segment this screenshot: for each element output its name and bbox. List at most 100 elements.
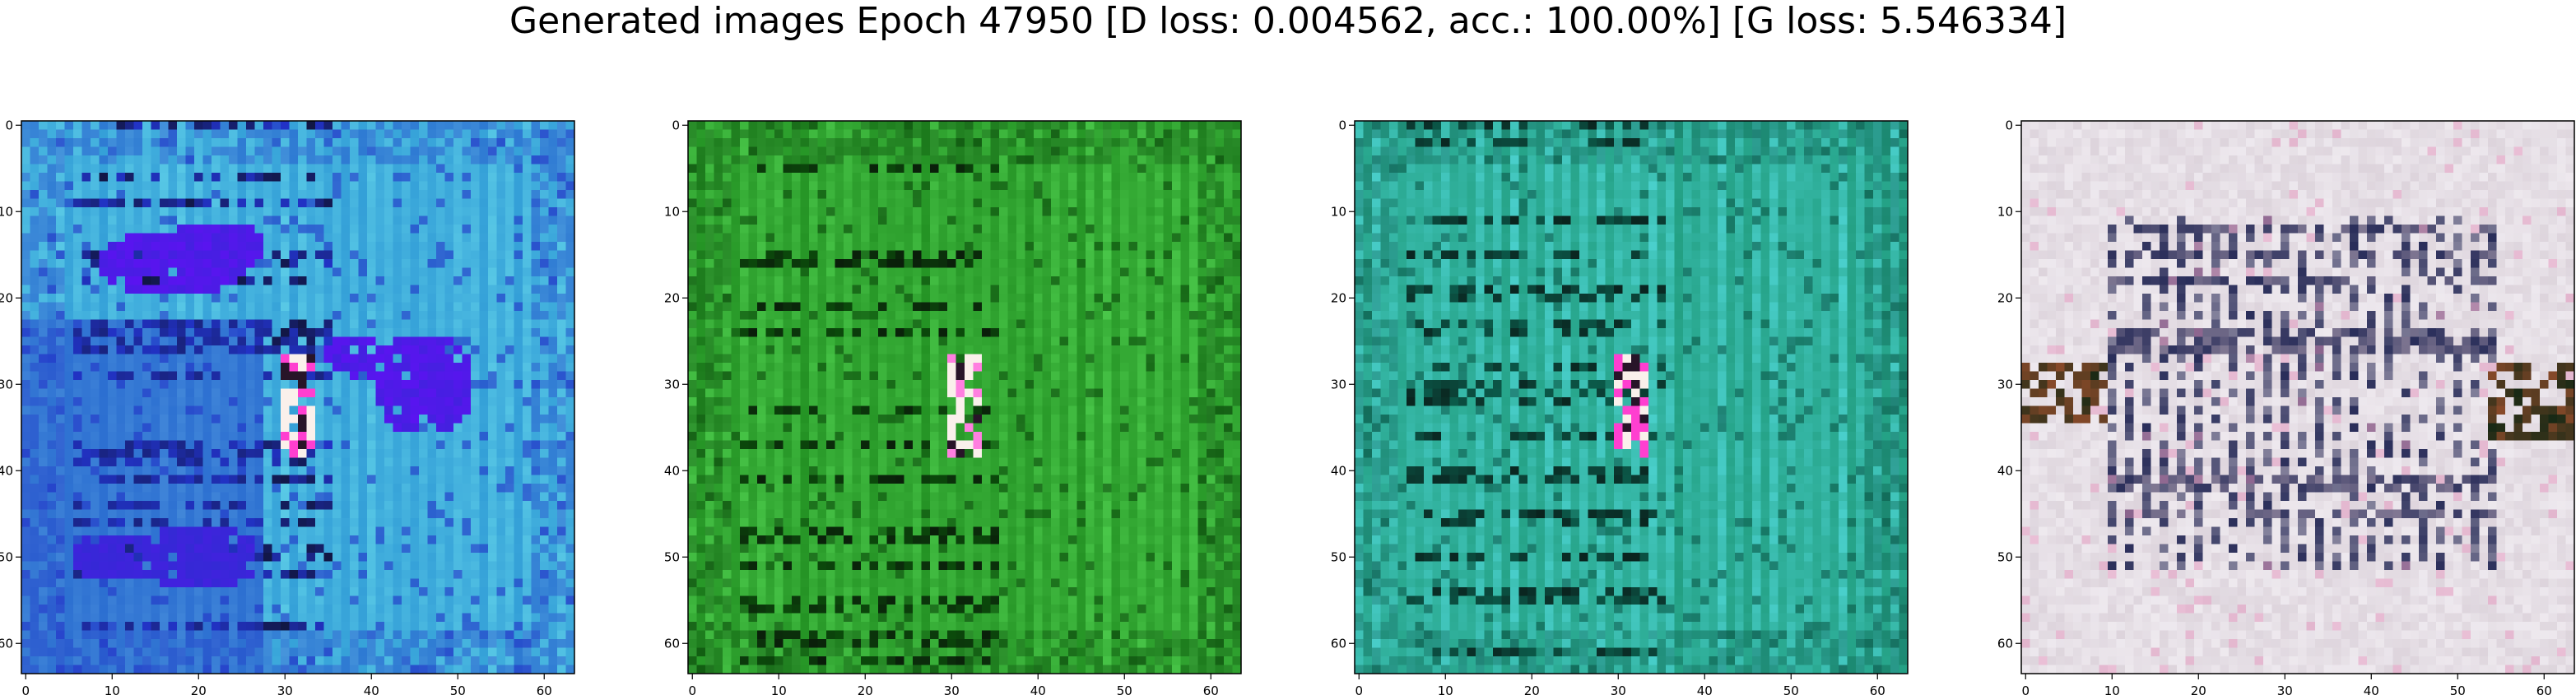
- image-pixel: [479, 173, 489, 182]
- image-pixel: [81, 354, 91, 364]
- image-pixel: [548, 267, 558, 277]
- image-pixel: [263, 553, 272, 562]
- image-pixel: [142, 259, 151, 268]
- image-pixel: [30, 363, 40, 372]
- image-pixel: [202, 466, 212, 475]
- image-pixel: [298, 595, 307, 605]
- image-pixel: [39, 553, 48, 562]
- image-pixel: [133, 363, 143, 372]
- image-pixel: [81, 449, 91, 458]
- image-pixel: [714, 173, 723, 182]
- image-pixel: [220, 267, 230, 277]
- image-pixel: [471, 622, 480, 631]
- image-pixel: [39, 492, 48, 502]
- image-pixel: [168, 311, 178, 320]
- image-pixel: [73, 501, 82, 510]
- image-pixel: [47, 613, 57, 623]
- image-pixel: [177, 371, 186, 381]
- image-pixel: [289, 380, 299, 389]
- image-pixel: [514, 544, 523, 554]
- image-pixel: [453, 613, 463, 623]
- image-pixel: [1137, 225, 1146, 234]
- image-pixel: [332, 405, 342, 415]
- image-pixel: [496, 267, 506, 277]
- image-pixel: [1172, 207, 1181, 216]
- image-pixel: [341, 526, 351, 536]
- image-pixel: [237, 129, 247, 139]
- image-pixel: [177, 155, 186, 164]
- image-pixel: [488, 509, 497, 519]
- image-pixel: [177, 423, 186, 433]
- image-pixel: [990, 173, 1000, 182]
- image-pixel: [1163, 198, 1173, 208]
- image-pixel: [47, 553, 57, 562]
- image-pixel: [419, 622, 428, 631]
- image-pixel: [453, 380, 463, 389]
- image-pixel: [358, 553, 368, 562]
- image-pixel: [21, 440, 30, 450]
- image-pixel: [861, 198, 870, 208]
- image-pixel: [323, 345, 333, 354]
- image-pixel: [1146, 190, 1155, 199]
- image-pixel: [358, 336, 368, 346]
- image-pixel: [220, 665, 230, 674]
- image-pixel: [212, 492, 221, 502]
- image-pixel: [21, 457, 30, 467]
- image-pixel: [194, 345, 203, 354]
- image-pixel: [731, 155, 741, 164]
- image-pixel: [714, 164, 723, 174]
- image-pixel: [142, 336, 151, 346]
- image-pixel: [886, 173, 896, 182]
- image-pixel: [332, 630, 342, 640]
- image-pixel: [281, 457, 290, 467]
- image-pixel: [427, 285, 437, 294]
- image-pixel: [315, 181, 324, 191]
- image-pixel: [263, 129, 272, 139]
- image-pixel: [47, 215, 57, 225]
- image-pixel: [688, 190, 697, 199]
- image-pixel: [99, 570, 109, 579]
- image-pixel: [505, 345, 514, 354]
- image-pixel: [202, 475, 212, 484]
- image-pixel: [194, 553, 203, 562]
- image-pixel: [436, 605, 445, 614]
- image-pixel: [73, 380, 82, 389]
- image-pixel: [1137, 173, 1146, 182]
- image-pixel: [375, 526, 385, 536]
- image-pixel: [367, 595, 376, 605]
- image-pixel: [1007, 164, 1017, 174]
- image-pixel: [1207, 215, 1216, 225]
- image-pixel: [30, 484, 40, 493]
- image-pixel: [1146, 129, 1155, 139]
- image-pixel: [168, 492, 178, 502]
- image-pixel: [488, 518, 497, 527]
- image-pixel: [323, 647, 333, 657]
- image-pixel: [1086, 173, 1095, 182]
- image-pixel: [151, 207, 160, 216]
- image-pixel: [272, 285, 281, 294]
- image-pixel: [202, 630, 212, 640]
- image-pixel: [410, 121, 420, 130]
- image-pixel: [531, 250, 541, 260]
- image-pixel: [973, 190, 983, 199]
- image-pixel: [471, 605, 480, 614]
- image-pixel: [488, 630, 497, 640]
- image-pixel: [540, 440, 549, 450]
- image-pixel: [272, 613, 281, 623]
- image-pixel: [229, 509, 238, 519]
- image-pixel: [202, 578, 212, 588]
- image-pixel: [565, 656, 575, 665]
- image-pixel: [91, 207, 100, 216]
- image-pixel: [471, 587, 480, 596]
- image-pixel: [177, 518, 186, 527]
- image-pixel: [410, 440, 420, 450]
- image-pixel: [323, 250, 333, 260]
- image-pixel: [565, 138, 575, 147]
- image-pixel: [263, 605, 272, 614]
- image-pixel: [705, 129, 714, 139]
- image-pixel: [402, 440, 411, 450]
- image-pixel: [523, 484, 532, 493]
- image-pixel: [410, 146, 420, 156]
- image-pixel: [1086, 164, 1095, 174]
